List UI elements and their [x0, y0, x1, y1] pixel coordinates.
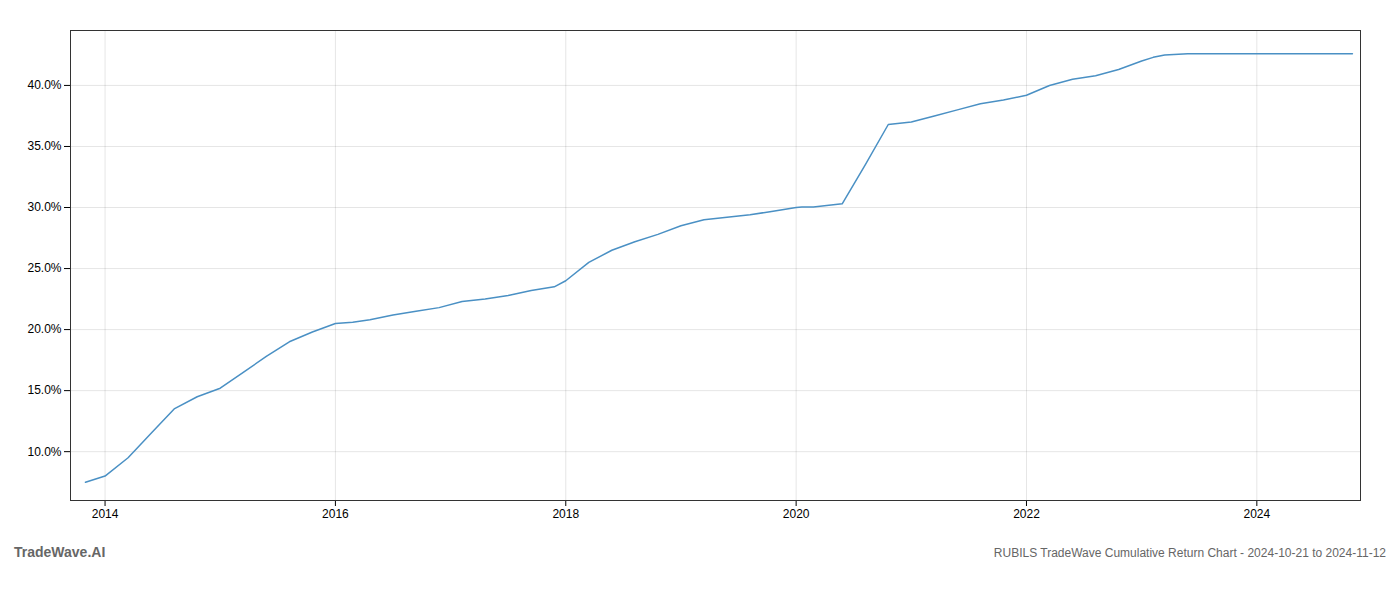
- svg-text:2024: 2024: [1243, 507, 1270, 521]
- svg-text:25.0%: 25.0%: [27, 261, 61, 275]
- svg-text:40.0%: 40.0%: [27, 78, 61, 92]
- svg-text:15.0%: 15.0%: [27, 383, 61, 397]
- svg-text:35.0%: 35.0%: [27, 139, 61, 153]
- svg-text:2018: 2018: [552, 507, 579, 521]
- svg-text:30.0%: 30.0%: [27, 200, 61, 214]
- svg-text:2016: 2016: [322, 507, 349, 521]
- svg-text:10.0%: 10.0%: [27, 445, 61, 459]
- svg-text:20.0%: 20.0%: [27, 322, 61, 336]
- html-text:TradeWave.AI: TradeWave.AI: [14, 544, 106, 560]
- svg-text:2014: 2014: [92, 507, 119, 521]
- svg-text:2022: 2022: [1013, 507, 1040, 521]
- svg-text:2020: 2020: [783, 507, 810, 521]
- html-text:RUBILS TradeWave Cumulative Re: RUBILS TradeWave Cumulative Return Chart…: [993, 546, 1386, 560]
